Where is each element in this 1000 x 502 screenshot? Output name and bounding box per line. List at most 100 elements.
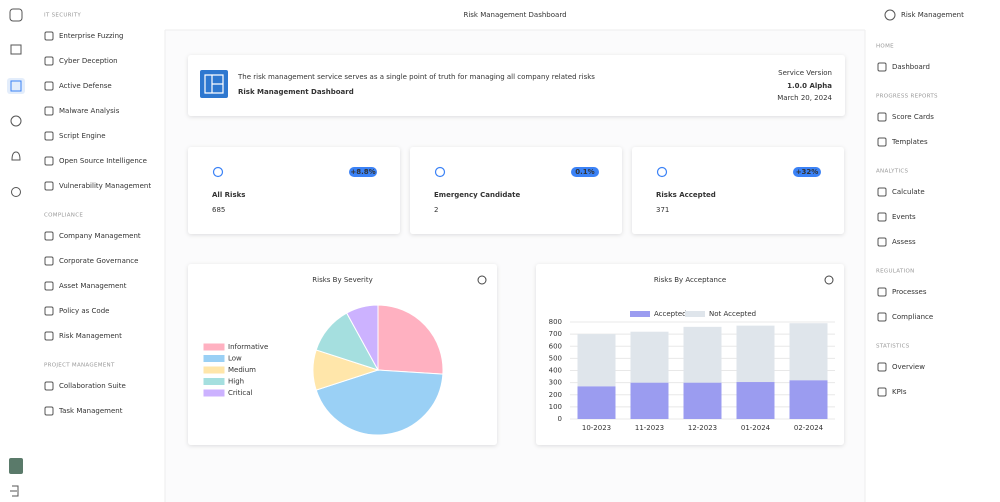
bar [789,380,828,419]
nav-icon [44,156,54,166]
nav-item[interactable]: Script Engine [59,132,106,140]
settings-icon[interactable] [11,187,21,197]
nav-icon [877,237,887,247]
legend-swatch [203,355,225,362]
right-nav-title: Risk Management [901,11,964,19]
nav-icon [44,331,54,341]
nav-section-title: COMPLIANCE [44,213,83,219]
bar [577,386,616,419]
bell-icon[interactable] [11,151,21,161]
legend-label: Accepted [654,310,687,318]
stat-value: 685 [212,206,225,214]
chart-title: Risks By Severity [312,276,372,284]
y-tick-label: 100 [549,403,562,411]
nav-item[interactable]: Enterprise Fuzzing [59,32,124,40]
stat-title: All Risks [212,191,245,199]
nav-item[interactable]: Task Management [58,407,123,415]
icon-rail [7,8,25,497]
bar [630,331,669,383]
nav-item[interactable]: Dashboard [892,63,930,71]
info-icon-glyph [204,74,224,94]
y-tick-label: 700 [549,330,562,338]
nav-item[interactable]: Cyber Deception [59,57,118,65]
y-tick-label: 200 [549,391,562,399]
nav-section-title: HOME [876,44,894,50]
nav-item[interactable]: Score Cards [892,113,934,121]
logout-icon[interactable] [10,485,19,497]
bar [683,382,722,419]
stat-title: Risks Accepted [656,191,716,199]
nav-item[interactable]: Asset Management [59,282,127,290]
version: 1.0.0 Alpha [787,82,832,90]
legend-label: Critical [228,389,253,397]
x-tick-label: 12-2023 [688,424,717,432]
nav-icon [44,131,54,141]
nav-item[interactable]: Active Defense [59,82,112,90]
nav-icon [44,381,54,391]
stat-value: 371 [656,206,669,214]
nav-item[interactable]: Processes [892,288,927,296]
legend-label: Low [228,355,242,363]
logo-icon[interactable] [9,8,23,22]
chart-icon[interactable] [10,115,22,127]
header-title: Risk Management Dashboard [463,11,566,19]
nav-item[interactable]: Collaboration Suite [59,382,126,390]
bar [736,325,775,383]
home-icon[interactable] [10,44,22,55]
nav-section-title: PROJECT MANAGEMENT [44,363,115,369]
stat-value: 2 [434,206,438,214]
nav-item[interactable]: Calculate [892,188,925,196]
stat-card [410,147,622,234]
nav-icon [877,312,887,322]
y-tick-label: 0 [558,415,562,423]
change-badge [793,167,821,177]
legend-swatch [203,378,225,385]
chart-title: Risks By Acceptance [654,276,726,284]
y-tick-label: 600 [549,342,562,350]
nav-item[interactable]: Assess [892,238,916,246]
nav-icon [44,256,54,266]
x-tick-label: 01-2024 [741,424,771,432]
nav-icon [44,181,54,191]
nav-item[interactable]: Open Source Intelligence [59,157,147,165]
nav-item[interactable]: Policy as Code [59,307,109,315]
change-label: +8.8% [350,168,375,176]
nav-item[interactable]: Compliance [892,313,933,321]
pie-slice [346,304,379,371]
grid-icon[interactable] [10,80,22,92]
nav-icon [44,406,54,416]
nav-item[interactable]: Malware Analysis [59,107,120,115]
active-bg [7,78,25,94]
avatar[interactable] [9,458,23,474]
nav-item[interactable]: Events [892,213,916,221]
nav-icon [44,281,54,291]
stat-card [632,147,844,234]
y-tick-label: 800 [549,318,562,326]
nav-icon [44,106,54,116]
legend-label: Not Accepted [709,310,756,318]
legend-swatch [203,389,225,397]
bar [683,326,722,383]
help-icon[interactable] [477,275,487,285]
legend-swatch [203,343,225,351]
help-icon[interactable] [824,275,834,285]
nav-item[interactable]: Overview [892,363,925,371]
nav-item[interactable]: Vulnerability Management [59,182,151,190]
x-tick-label: 11-2023 [635,424,664,432]
bar [577,334,616,387]
pie-slice [315,369,444,436]
nav-item[interactable]: Company Management [59,232,141,240]
legend-label: Medium [228,366,256,374]
nav-icon [44,231,54,241]
stat-icon [434,166,446,178]
nav-item[interactable]: KPIs [892,388,907,396]
nav-icon [44,56,54,66]
change-label: +32% [796,168,819,176]
nav-item[interactable]: Corporate Governance [59,257,138,265]
nav-section-title: REGULATION [876,269,915,275]
version-label: Service Version [778,69,832,77]
nav-item[interactable]: Templates [891,138,928,146]
nav-item[interactable]: Risk Management [59,332,122,340]
pie-slice [377,304,444,375]
logo-icon [884,9,896,21]
